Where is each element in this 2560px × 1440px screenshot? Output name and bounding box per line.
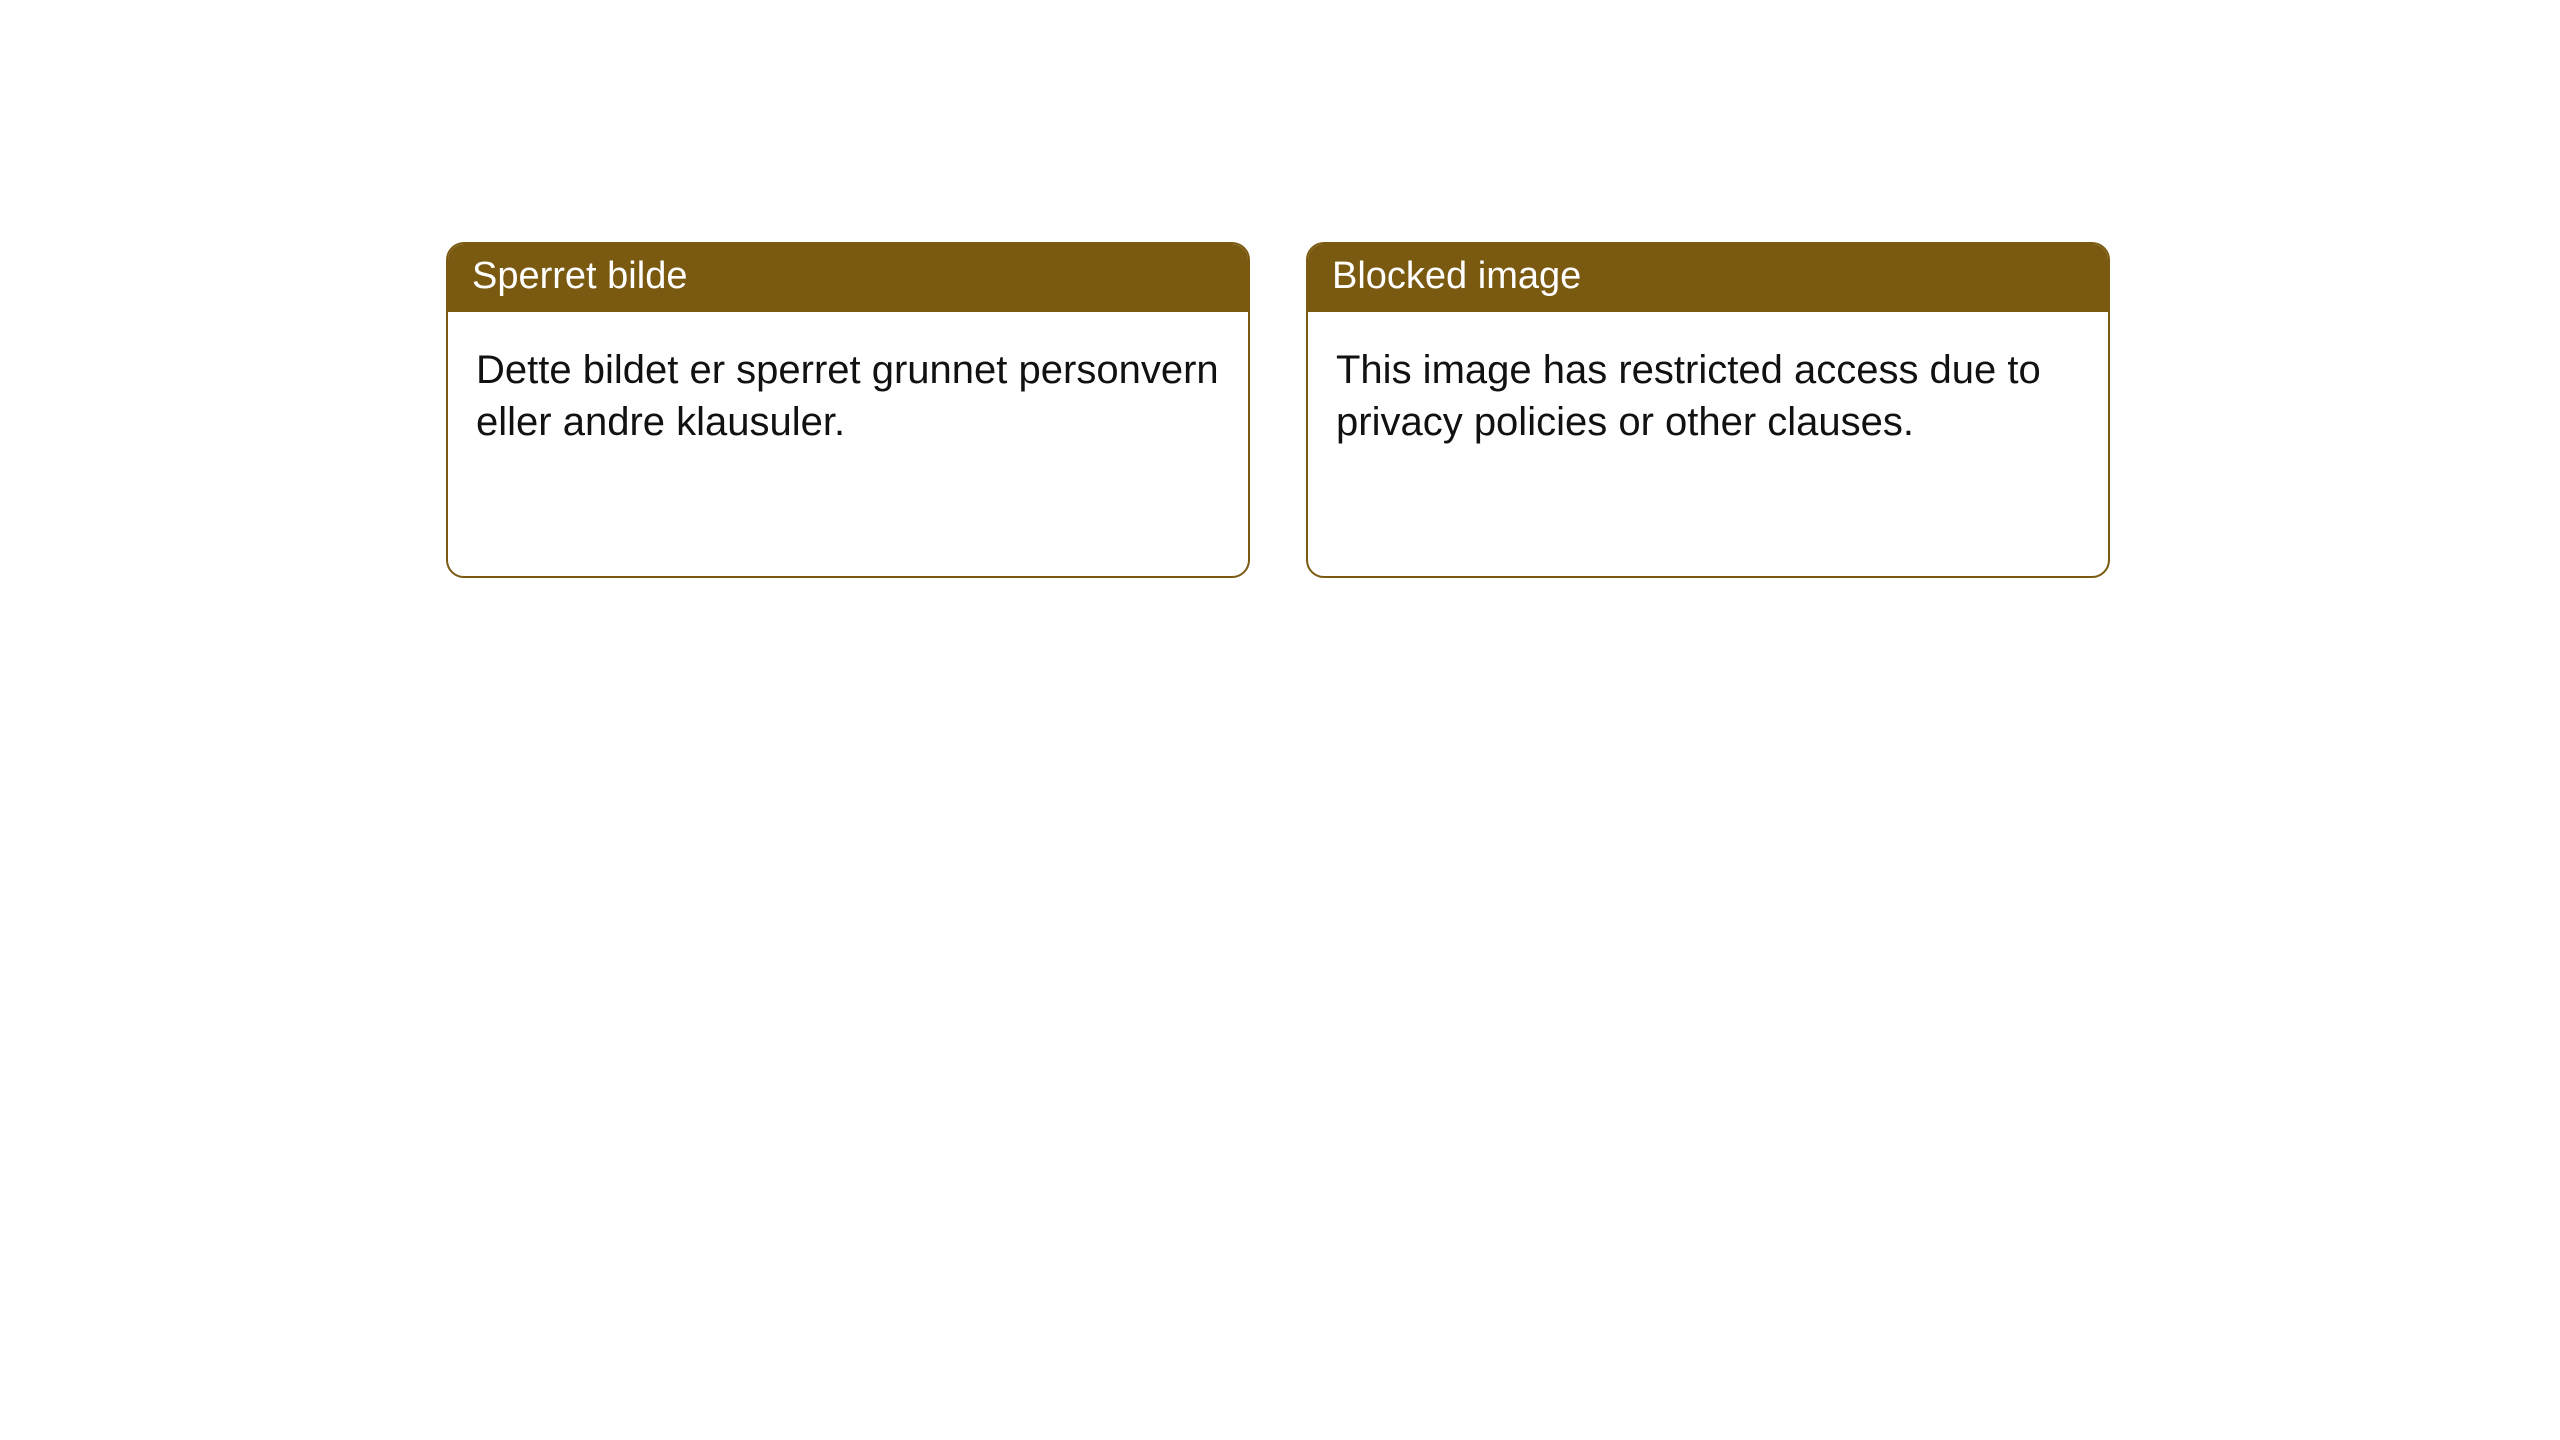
card-header: Sperret bilde — [448, 244, 1248, 312]
blocked-image-card-en: Blocked image This image has restricted … — [1306, 242, 2110, 578]
blocked-image-card-no: Sperret bilde Dette bildet er sperret gr… — [446, 242, 1250, 578]
card-body: This image has restricted access due to … — [1308, 312, 2108, 478]
card-title: Sperret bilde — [472, 255, 687, 297]
card-body-text: This image has restricted access due to … — [1336, 348, 2041, 445]
card-title: Blocked image — [1332, 255, 1581, 297]
card-body-text: Dette bildet er sperret grunnet personve… — [476, 348, 1219, 445]
card-row: Sperret bilde Dette bildet er sperret gr… — [0, 0, 2560, 578]
card-body: Dette bildet er sperret grunnet personve… — [448, 312, 1248, 478]
card-header: Blocked image — [1308, 244, 2108, 312]
